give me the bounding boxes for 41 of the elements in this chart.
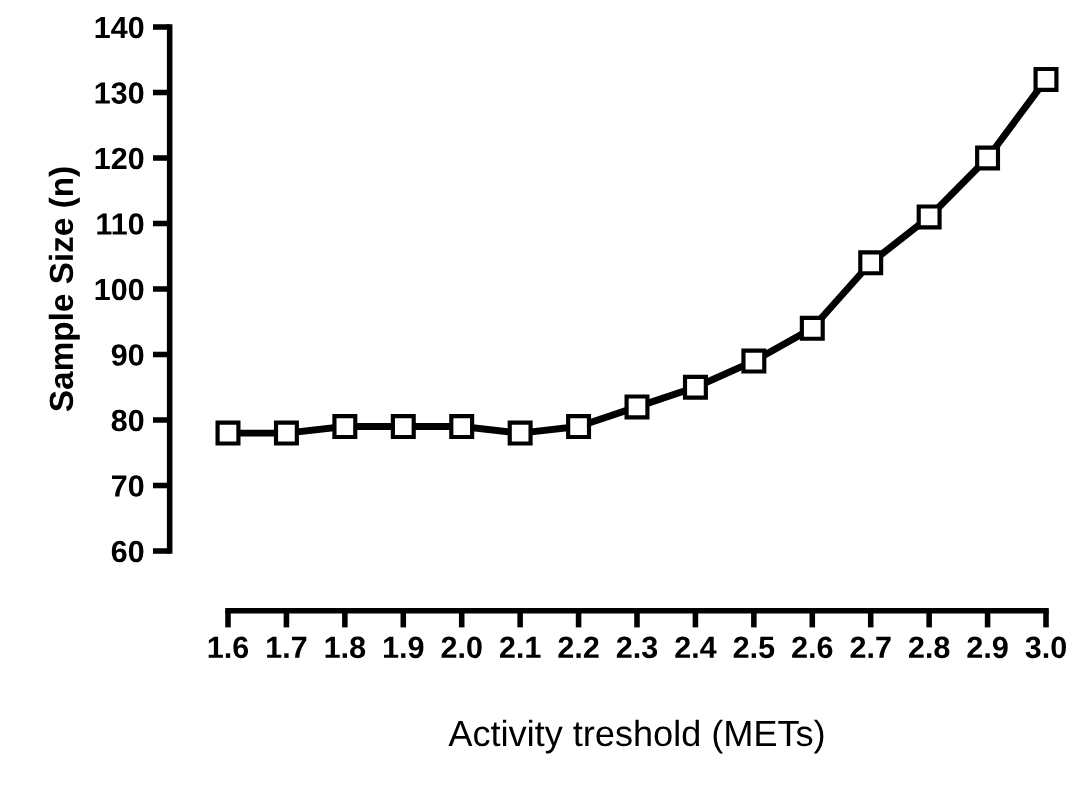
point [332,414,358,440]
y-tick-label: 120 [95,147,144,170]
y-tick-label: 100 [95,278,144,301]
x-tick-label: 1.9 [383,636,424,659]
point [916,204,942,230]
x-tick-label: 2.4 [675,636,717,658]
point [449,414,475,440]
point [799,315,825,341]
x-tick-label: 2.0 [441,636,482,659]
point [390,414,416,440]
x-tick-label: 2.7 [850,636,891,658]
x-tick-label: 3.0 [1025,636,1066,659]
y-tick-label: 80 [111,409,144,432]
x-tick-label: 2.2 [558,636,599,658]
point [566,414,592,440]
y-tick-label: 130 [95,82,144,104]
point [975,145,1001,171]
x-tick-label: 2.6 [792,636,833,659]
point [682,374,708,400]
point [507,420,533,446]
point [858,250,884,276]
point [741,348,767,374]
point [1033,66,1059,92]
x-tick-label: 1.6 [208,636,249,659]
x-tick-label: 2.8 [908,636,950,659]
y-tick-label: 70 [112,475,144,497]
point [273,420,299,446]
y-tick-label: 60 [111,540,144,563]
y-tick-label: 140 [95,16,144,39]
x-tick-label: 2.3 [616,636,658,659]
x-tick-label: 1.8 [325,636,366,659]
point [215,420,241,446]
x-axis-title: Activity treshold (METs) [448,719,824,754]
y-tick-label: 110 [97,213,144,235]
x-tick-label: 1.7 [267,636,307,658]
x-tick-label: 2.1 [499,636,541,658]
y-axis-title: Sample Size (n) [48,167,80,412]
x-tick-label: 2.9 [967,636,1008,659]
y-tick-label: 90 [111,344,144,366]
point [624,394,650,420]
x-tick-label: 2.5 [733,636,775,659]
